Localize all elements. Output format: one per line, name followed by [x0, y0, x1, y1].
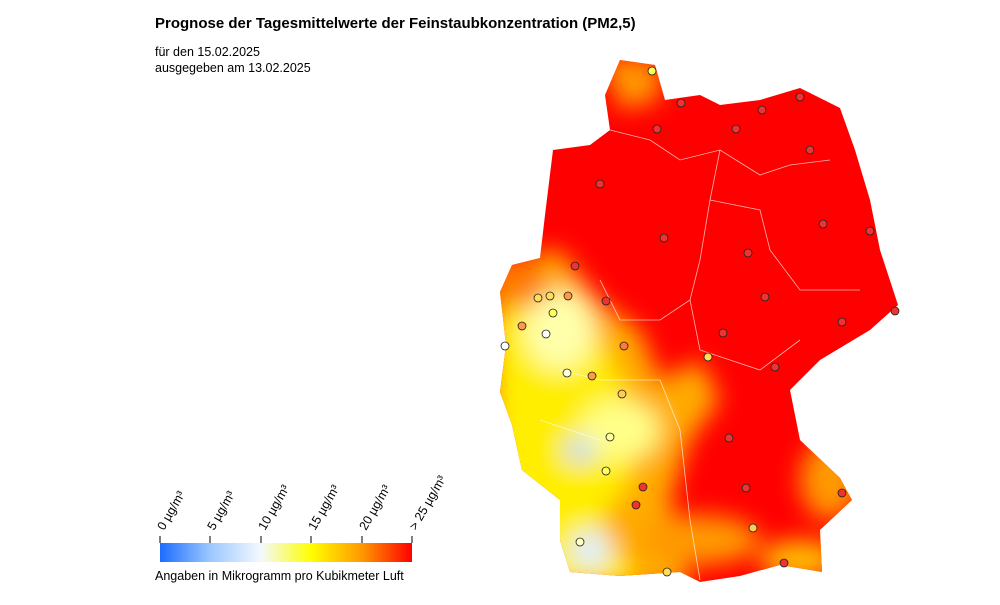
subtitle: ausgegeben am 13.02.2025 — [155, 61, 311, 75]
legend-label: 0 µg/m³ — [154, 489, 187, 533]
legend-label: 10 µg/m³ — [255, 483, 292, 533]
legend: 0 µg/m³ 5 µg/m³ 10 µg/m³ 15 µg/m³ 20 µg/m³ > … — [154, 473, 448, 583]
color-bar — [160, 543, 412, 562]
legend-label: 20 µg/m³ — [356, 483, 393, 533]
legend-ticks — [159, 536, 413, 543]
concentration-map — [500, 60, 898, 582]
state-borders — [539, 129, 860, 581]
subtitle: für den 15.02.2025 — [155, 45, 260, 59]
legend-label: > 25 µg/m³ — [406, 473, 448, 532]
legend-label: 15 µg/m³ — [305, 483, 342, 533]
legend-caption: Angaben in Mikrogramm pro Kubikmeter Luf… — [155, 569, 404, 583]
legend-label: 5 µg/m³ — [204, 489, 237, 533]
title: Prognose der Tagesmittelwerte der Feinst… — [155, 15, 636, 32]
stations — [500, 66, 900, 577]
